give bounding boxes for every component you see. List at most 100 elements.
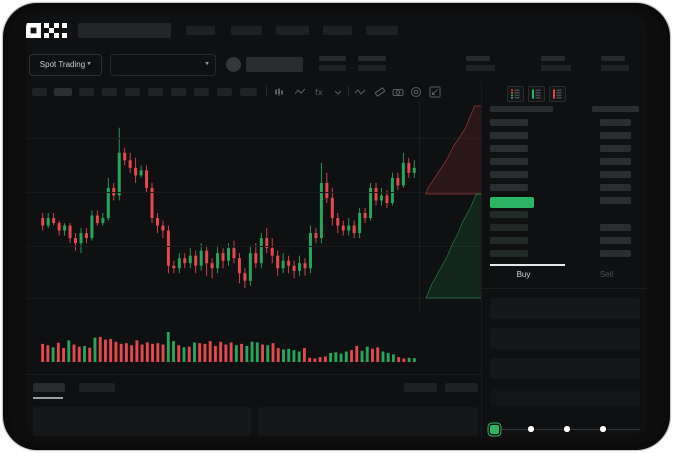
orderbook-ask-row[interactable] (490, 145, 528, 152)
indicator-icon[interactable]: fx (314, 86, 326, 98)
stat-24h-volume (601, 56, 629, 71)
orderbook-view-asks[interactable] (549, 86, 566, 102)
orderbook-view-bids[interactable] (528, 86, 545, 102)
nav-item-assets[interactable] (323, 26, 352, 35)
toolbar-divider (266, 86, 267, 97)
camera-icon[interactable] (392, 86, 404, 98)
timeframe-1[interactable] (32, 88, 47, 96)
stat-value (358, 65, 386, 71)
tab-order-history[interactable] (79, 383, 115, 392)
slider-handle[interactable] (490, 425, 499, 434)
volume-histogram (26, 314, 481, 374)
orderbook-ask-row[interactable] (490, 184, 528, 191)
orderbook-ask-row[interactable] (490, 119, 528, 126)
active-tab-indicator (33, 397, 63, 399)
pair-ticker-bar: Spot Trading ▾ ▾ (26, 46, 647, 82)
bottom-action-1[interactable] (404, 383, 437, 392)
orderbook-header-price (490, 106, 553, 112)
stat-value (319, 65, 346, 71)
candlestick-chart[interactable] (26, 102, 481, 314)
stat-label (466, 56, 490, 61)
bottom-action-2[interactable] (445, 383, 478, 392)
slider-stop-50[interactable] (564, 426, 570, 432)
timeframe-10[interactable] (240, 88, 257, 96)
buy-sell-tabs: Buy Sell (482, 264, 647, 289)
timeframe-2[interactable] (54, 88, 72, 96)
orderbook-ask-row[interactable] (490, 171, 528, 178)
gridline (26, 246, 481, 247)
orderbook-bid-row[interactable] (490, 237, 528, 244)
fullscreen-icon[interactable] (429, 86, 441, 98)
orderbook-bid-row[interactable] (490, 211, 528, 218)
line-chart-icon[interactable] (294, 86, 306, 98)
orderbook-view-both[interactable] (507, 86, 524, 102)
stat-last-price (319, 56, 346, 71)
orderbook-bid-row[interactable] (490, 224, 528, 231)
ruler-icon[interactable] (374, 86, 386, 98)
timeframe-7[interactable] (171, 88, 186, 96)
spot-trading-label: Spot Trading (39, 60, 86, 69)
slider-stop-75[interactable] (600, 426, 606, 432)
order-amount-input[interactable] (490, 328, 640, 349)
pair-select-dropdown[interactable]: ▾ (110, 54, 216, 76)
gridline (26, 138, 481, 139)
orders-panel (26, 374, 481, 438)
orderbook-list[interactable] (482, 104, 647, 259)
orderbook-bid-row[interactable] (490, 250, 528, 257)
app-screen: Spot Trading ▾ ▾ (26, 14, 647, 438)
volume-series (41, 332, 416, 362)
stat-label (358, 56, 386, 61)
orderbook-ask-qty (600, 197, 631, 204)
trend-line-icon[interactable] (354, 86, 366, 98)
orders-card-left (33, 407, 251, 436)
pair-name-label (246, 57, 303, 72)
nav-item-trade[interactable] (186, 26, 215, 35)
toolbar-divider (348, 86, 349, 97)
timeframe-9[interactable] (217, 88, 232, 96)
orderbook-ask-qty (600, 119, 631, 126)
stat-value (541, 65, 571, 71)
stat-label (541, 56, 565, 61)
chevron-down-icon[interactable] (332, 86, 344, 98)
order-price-input[interactable] (490, 298, 640, 319)
orderbook-ask-row[interactable] (490, 158, 528, 165)
timeframe-4[interactable] (102, 88, 117, 96)
gridline (26, 298, 481, 299)
slider-stop-25[interactable] (528, 426, 534, 432)
depth-area-series (425, 105, 482, 299)
timeframe-5[interactable] (125, 88, 140, 96)
orderbook-ask-row[interactable] (490, 132, 528, 139)
nav-search-input[interactable] (78, 23, 171, 38)
order-percent-slider[interactable] (490, 423, 640, 435)
stat-24h-change (358, 56, 386, 71)
coin-avatar-icon (226, 57, 241, 72)
tab-sell[interactable]: Sell (599, 270, 614, 279)
timeframe-8[interactable] (194, 88, 209, 96)
okx-logo[interactable] (26, 23, 69, 38)
tab-buy[interactable]: Buy (516, 270, 531, 279)
stat-24h-low (541, 56, 571, 71)
candlestick-icon[interactable] (274, 86, 286, 98)
order-fee-row (490, 388, 640, 406)
timeframe-6[interactable] (148, 88, 163, 96)
candle-series (41, 127, 416, 289)
nav-item-earn[interactable] (276, 26, 309, 35)
timeframe-3[interactable] (79, 88, 94, 96)
orderbook-ask-qty (600, 145, 631, 152)
stat-value (466, 65, 495, 71)
tab-open-orders[interactable] (33, 383, 65, 392)
tablet-frame: Spot Trading ▾ ▾ (3, 3, 670, 450)
orderbook-header-amount (592, 106, 639, 112)
spot-trading-dropdown[interactable]: Spot Trading ▾ (29, 54, 102, 76)
orderbook-ask-qty (600, 184, 631, 191)
order-total-input[interactable] (490, 358, 640, 379)
stat-label (319, 56, 346, 61)
nav-item-more[interactable] (366, 26, 398, 35)
stat-value (601, 65, 629, 71)
chevron-down-icon: ▾ (87, 59, 91, 68)
orderbook-ask-qty (600, 132, 631, 139)
settings-icon[interactable] (410, 86, 422, 98)
stat-label (601, 56, 625, 61)
depth-chart-overlay[interactable] (419, 102, 482, 314)
nav-item-markets[interactable] (231, 26, 262, 35)
